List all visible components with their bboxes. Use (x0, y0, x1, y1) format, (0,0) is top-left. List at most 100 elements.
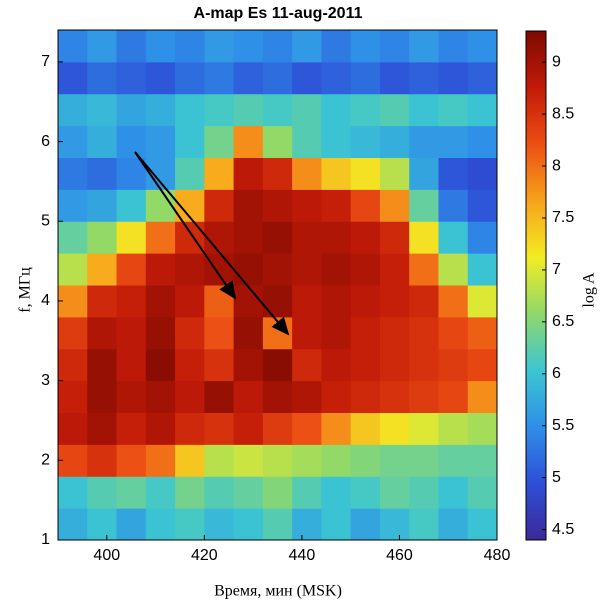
heat-cell (116, 476, 147, 509)
heat-cell (204, 508, 235, 541)
heat-cell (204, 125, 235, 158)
heat-cell (438, 285, 469, 318)
heat-cell (467, 508, 498, 541)
heat-cell (204, 30, 235, 63)
heat-cell (262, 221, 293, 254)
heat-cell (350, 221, 381, 254)
heat-cell (145, 61, 176, 95)
heat-cell (292, 380, 322, 413)
heat-cell (145, 316, 176, 350)
heat-cell (438, 508, 469, 541)
colorbar-tick-label: 4.5 (552, 521, 574, 538)
heat-cell (58, 253, 88, 286)
colorbar-tick-label: 7.5 (552, 209, 574, 226)
heat-cell (175, 93, 205, 127)
heat-cell (116, 125, 147, 158)
heat-cell (145, 285, 176, 318)
heat-cell (58, 476, 88, 509)
x-tick-label: 480 (484, 547, 511, 564)
heat-cell (409, 189, 439, 222)
heat-cell (438, 412, 469, 445)
heat-cell (262, 125, 293, 158)
x-tick-label: 420 (191, 547, 218, 564)
heat-cell (321, 125, 352, 158)
heat-cell (467, 61, 498, 95)
heat-cell (438, 189, 469, 222)
heat-cell (87, 508, 118, 541)
heat-cell (87, 348, 118, 382)
heat-cell (87, 61, 118, 95)
heat-cell (58, 61, 88, 95)
heat-cell (87, 125, 118, 158)
heat-cell (145, 30, 176, 63)
heat-cell (116, 412, 147, 445)
heat-cell (233, 348, 264, 382)
heat-cell (116, 444, 147, 477)
heat-cell (467, 30, 498, 63)
heat-cell (145, 380, 176, 413)
heat-cell (262, 444, 293, 477)
heat-cell (379, 348, 410, 382)
heat-cell (233, 316, 264, 350)
heat-cell (87, 285, 118, 318)
heat-cell (116, 221, 147, 254)
heat-cell (321, 157, 352, 190)
heat-cell (379, 125, 410, 158)
heat-cell (262, 476, 293, 509)
plot-frame (57, 29, 498, 541)
heat-cell (233, 285, 264, 318)
heat-cell (350, 348, 381, 382)
colorbar-tick-label: 5 (552, 469, 561, 486)
heat-cell (467, 157, 498, 190)
heat-cell (409, 476, 439, 509)
heat-cell (379, 93, 410, 127)
y-tick-label: 5 (41, 212, 50, 229)
heat-cell (379, 508, 410, 541)
heat-cell (292, 253, 322, 286)
heat-cell (175, 285, 205, 318)
annotations (134, 151, 290, 336)
heat-cell (233, 93, 264, 127)
heat-cell (321, 189, 352, 222)
heat-cell (116, 348, 147, 382)
heat-cell (467, 412, 498, 445)
heat-cell (233, 476, 264, 509)
heat-cell (175, 444, 205, 477)
colorbar-tick-label: 6 (552, 365, 561, 382)
heat-cell (438, 125, 469, 158)
y-tick-label: 2 (41, 452, 50, 469)
heat-cell (321, 412, 352, 445)
heat-cell (409, 157, 439, 190)
heat-cell (379, 444, 410, 477)
heat-cell (233, 508, 264, 541)
heat-cell (292, 508, 322, 541)
arrow (134, 151, 290, 336)
heat-cell (379, 380, 410, 413)
heat-cell (409, 30, 439, 63)
heat-cell (175, 157, 205, 190)
heat-cell (204, 61, 235, 95)
heat-cell (204, 157, 235, 190)
heat-cell (262, 30, 293, 63)
heat-cell (467, 189, 498, 222)
heatmap (58, 30, 498, 541)
heat-cell (467, 380, 498, 413)
heat-cell (292, 157, 322, 190)
heat-cell (379, 412, 410, 445)
heat-cell (350, 476, 381, 509)
heat-cell (233, 444, 264, 477)
heat-cell (87, 316, 118, 350)
arrow (134, 151, 237, 300)
heat-cell (467, 253, 498, 286)
heat-cell (467, 93, 498, 127)
heat-cell (321, 508, 352, 541)
heat-cell (321, 476, 352, 509)
heat-cell (87, 189, 118, 222)
heat-cell (145, 221, 176, 254)
heat-cell (204, 189, 235, 222)
heat-cell (58, 508, 88, 541)
heat-cell (350, 30, 381, 63)
heat-cell (145, 476, 176, 509)
heat-cell (87, 412, 118, 445)
